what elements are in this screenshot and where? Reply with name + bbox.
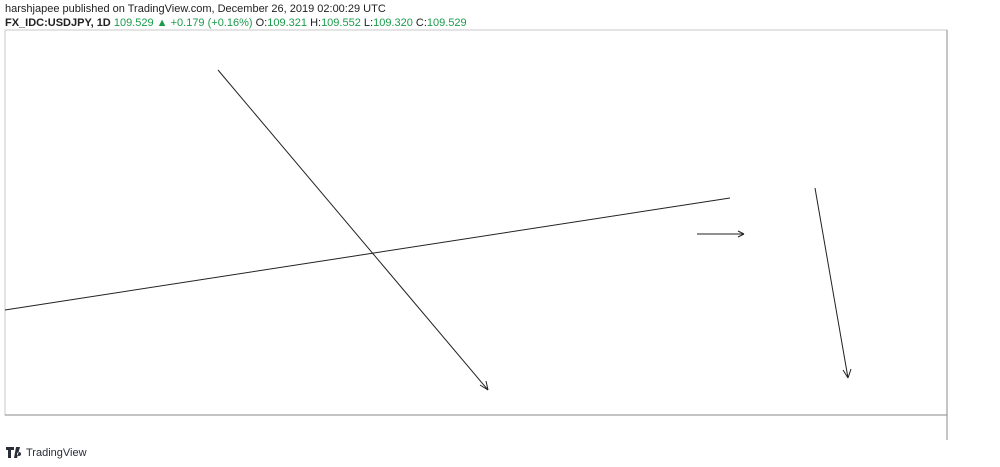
- brand: TradingView: [26, 447, 87, 459]
- logo-icon: [6, 447, 22, 458]
- arrow-head: [737, 230, 745, 238]
- trend-line: [4, 197, 731, 311]
- arrow-head: [842, 368, 852, 379]
- h-value: 109.552: [321, 17, 361, 29]
- o-value: 109.321: [267, 17, 307, 29]
- h-label: H:: [310, 17, 321, 29]
- drawings: [4, 69, 852, 391]
- last: 109.529: [114, 17, 154, 29]
- arrow-head: [479, 380, 489, 391]
- c-value: 109.529: [427, 17, 467, 29]
- symbol: FX_IDC:USDJPY, 1D: [5, 17, 111, 29]
- o-label: O:: [256, 17, 268, 29]
- change: ▲ +0.179 (+0.16%): [157, 17, 253, 29]
- symbol-line: FX_IDC:USDJPY, 1D 109.529 ▲ +0.179 (+0.1…: [5, 17, 467, 29]
- forecast-line: [814, 187, 849, 379]
- wave-line: [217, 69, 489, 391]
- l-value: 109.320: [373, 17, 413, 29]
- c-label: C:: [416, 17, 427, 29]
- logo: TradingView: [6, 447, 87, 459]
- l-label: L:: [364, 17, 373, 29]
- byline: harshjapee published on TradingView.com,…: [5, 3, 386, 15]
